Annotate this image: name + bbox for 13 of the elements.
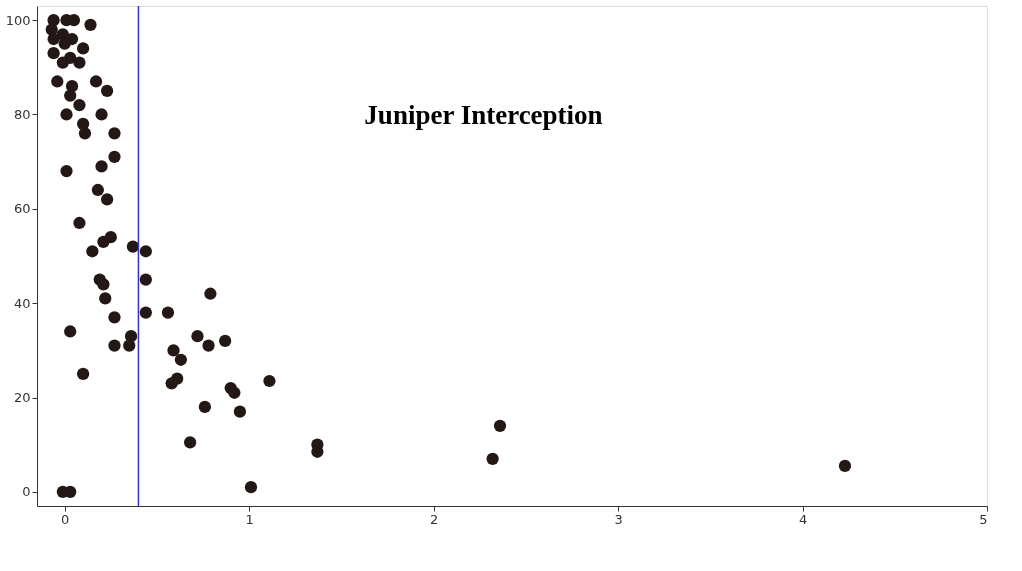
y-tick-label: 60 [13, 201, 31, 217]
y-tick-label: 20 [13, 390, 31, 406]
x-tick-label: 5 [979, 511, 988, 527]
y-tick-label: 40 [13, 295, 31, 311]
annotation: Juniper Interception [364, 100, 603, 130]
y-tick-label: 0 [22, 484, 31, 500]
x-tick-label: 2 [429, 511, 439, 527]
y-tick-label: 100 [5, 12, 31, 28]
y-tick-label: 80 [13, 106, 31, 122]
x-tick-label: 3 [614, 511, 623, 527]
x-tick-label: 0 [61, 511, 70, 527]
x-tick-label: 1 [245, 511, 254, 527]
x-tick-label: 4 [798, 511, 808, 527]
